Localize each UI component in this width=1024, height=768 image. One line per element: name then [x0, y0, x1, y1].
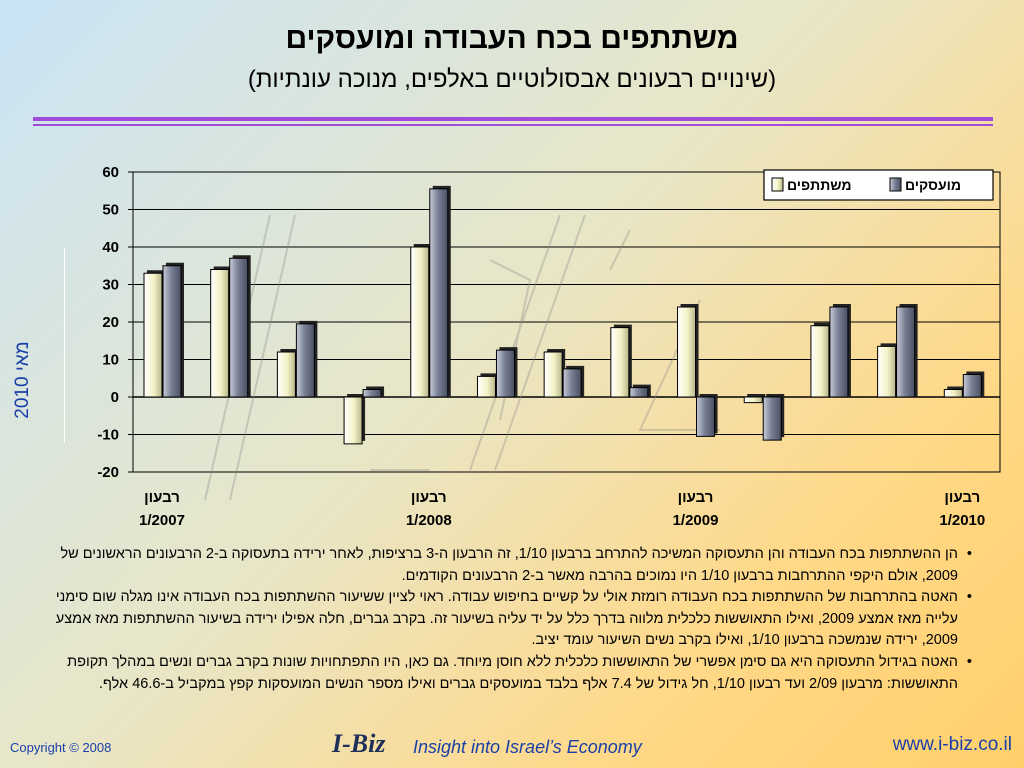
note-text: האטה בגידול התעסוקה היא גם סימן אפשרי של… — [67, 653, 958, 692]
note-item: • הן ההשתתפות בכח העבודה והן התעסוקה המשי… — [42, 544, 972, 587]
legend-swatch-employed — [889, 177, 902, 192]
bullet: • — [966, 546, 972, 562]
x-tick-label-line1: רבעון — [144, 489, 180, 506]
legend-label-employed: מועסקים — [905, 177, 961, 193]
bar-employed — [829, 306, 849, 398]
x-tick-label-line1: רבעון — [678, 489, 714, 506]
website-link[interactable]: www.i-biz.co.il — [892, 734, 1012, 755]
y-tick-label: -20 — [97, 464, 119, 481]
bar-participants — [810, 325, 830, 398]
header-divider-thick — [33, 117, 993, 121]
notes-list: • הן ההשתתפות בכח העבודה והן התעסוקה המשי… — [42, 544, 972, 695]
brand-logo: I-Biz — [332, 729, 386, 758]
page-subtitle: (שינויים רבעונים אבסולוטיים באלפים, מנוכ… — [247, 66, 777, 93]
bar-participants — [476, 375, 496, 398]
bar-employed — [896, 306, 916, 398]
side-divider — [64, 248, 65, 443]
legend: מועסקים משתתפים — [763, 169, 994, 201]
bar-participants — [410, 246, 430, 398]
y-tick-label: 50 — [102, 202, 119, 219]
bullet: • — [966, 653, 972, 670]
y-tick-label: 60 — [102, 164, 119, 181]
note-item: • האטה בגידול התעסוקה היא גם סימן אפשרי ש… — [42, 652, 972, 695]
bars — [143, 185, 985, 445]
bar-employed — [495, 349, 515, 398]
bullet: • — [966, 589, 972, 606]
y-tick-label: 30 — [102, 277, 119, 294]
brand-tagline: Insight into Israel’s Economy — [413, 737, 642, 757]
bar-employed — [629, 387, 649, 398]
bar-participants — [143, 272, 163, 398]
bar-participants — [610, 327, 630, 398]
bar-employed — [762, 396, 782, 441]
bar-employed — [362, 389, 382, 398]
bar-participants — [677, 306, 697, 398]
x-tick-label-line2: 1/2008 — [406, 512, 452, 529]
legend-box — [763, 169, 994, 201]
plot-area — [128, 171, 1001, 473]
page-title: משתתפים בכח העבודה ומועסקים — [285, 22, 739, 55]
note-text: הן ההשתתפות בכח העבודה והן התעסוקה המשיכ… — [60, 546, 958, 584]
bar-participants — [943, 389, 963, 398]
y-tick-label: 20 — [102, 314, 119, 331]
bar-participants — [210, 269, 230, 398]
bar-participants — [743, 396, 763, 404]
x-tick-label-line1: רבעון — [944, 489, 980, 506]
header-divider-thin — [33, 124, 993, 126]
x-tick-label-line2: 1/2010 — [939, 512, 985, 529]
y-tick-label: 10 — [102, 352, 119, 369]
legend-label-participants: משתתפים — [787, 177, 852, 193]
bar-chart: 60 50 40 30 20 10 0 -10 -20 רבעון 1/2007 רבעון 1/200… — [97, 164, 1001, 529]
bar-participants — [543, 351, 563, 398]
bar-employed — [429, 188, 449, 398]
axis-labels: 60 50 40 30 20 10 0 -10 -20 רבעון 1/2007 רבעון 1/200… — [97, 164, 985, 529]
y-tick-label: 40 — [102, 239, 119, 256]
bar-participants — [343, 396, 363, 445]
bar-employed — [696, 396, 716, 437]
bar-employed — [962, 374, 982, 398]
note-text: האטה בהתרחבות של ההשתתפות בכח העבודה רומ… — [55, 589, 958, 649]
y-tick-label: -10 — [97, 427, 119, 444]
legend-swatch-participants — [771, 177, 784, 192]
note-item: • האטה בהתרחבות של ההשתתפות בכח העבודה רו… — [42, 587, 972, 652]
y-tick-label: 0 — [111, 389, 119, 406]
bar-participants — [276, 351, 296, 398]
x-tick-label-line2: 1/2007 — [139, 512, 185, 529]
bar-employed — [562, 368, 582, 398]
bar-employed — [162, 265, 182, 398]
bar-participants — [877, 345, 897, 398]
copyright-text: Copyright © 2008 — [10, 740, 112, 755]
bar-employed — [229, 257, 249, 398]
x-tick-label-line2: 1/2009 — [673, 512, 719, 529]
bar-employed — [295, 323, 315, 398]
x-tick-label-line1: רבעון — [411, 489, 447, 506]
